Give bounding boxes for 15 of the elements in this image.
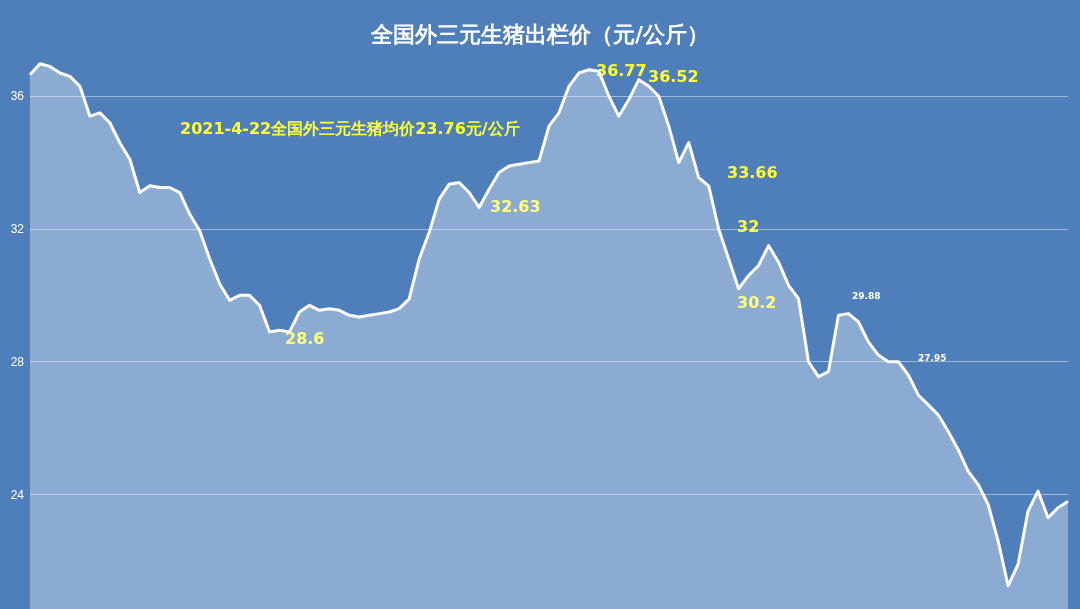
annotation: 36.77 xyxy=(596,60,647,80)
annotation: 27.95 xyxy=(918,352,947,363)
annotation: 32 xyxy=(737,216,760,236)
y-tick-label: 28 xyxy=(10,354,25,369)
y-tick-label: 36 xyxy=(10,89,25,104)
annotation: 2021-4-22全国外三元生猪均价23.76元/公斤 xyxy=(180,118,520,138)
annotation: 30.2 xyxy=(737,292,777,312)
y-tick-label: 24 xyxy=(10,487,25,502)
annotation: 29.88 xyxy=(852,290,881,301)
annotation: 36.52 xyxy=(648,66,699,86)
annotation: 33.66 xyxy=(727,162,778,182)
annotation: 28.6 xyxy=(285,328,325,348)
y-tick-label: 32 xyxy=(10,222,25,236)
text: 全国外三元生猪出栏价（元/公斤） xyxy=(369,21,710,47)
annotation: 32.63 xyxy=(490,196,541,216)
